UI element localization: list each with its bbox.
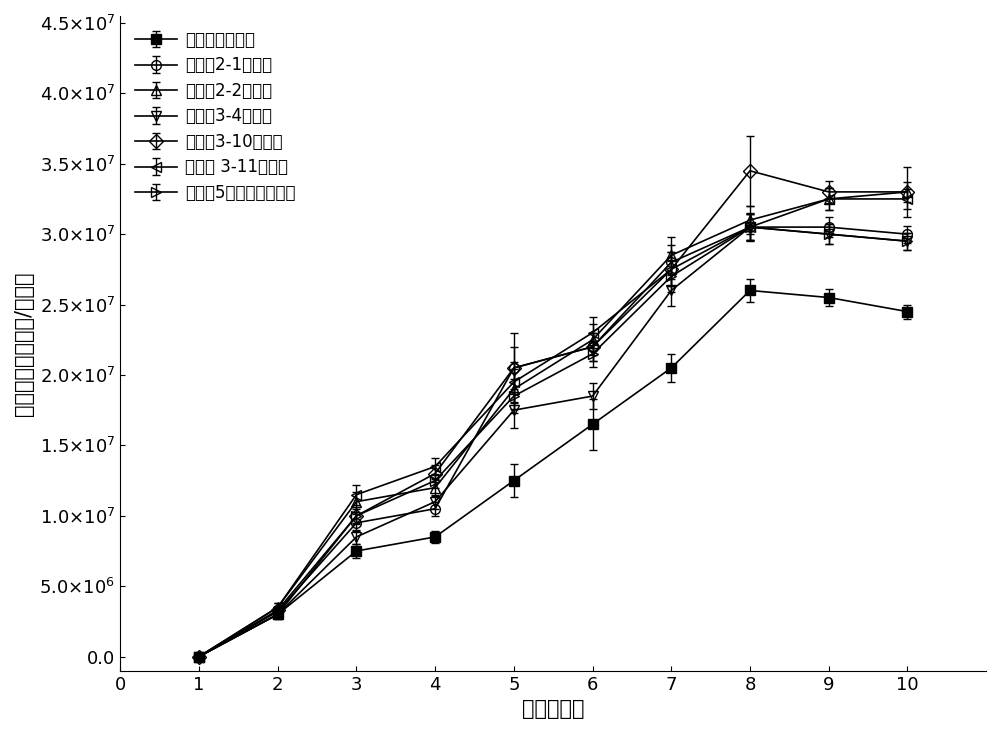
Legend: 对照（纯栊藻）, 栊藻和2-1共培养, 栊藻和2-2共培养, 栊藻和3-4共培养, 栊藻和3-10共培养, 栊藻和 3-11共培养, 栊藻和5种共生菌共培养: 对照（纯栊藻）, 栊藻和2-1共培养, 栊藻和2-2共培养, 栊藻和3-4共培养… <box>129 24 302 208</box>
X-axis label: 时间（天）: 时间（天） <box>522 699 584 719</box>
Y-axis label: 栊藻细胞密度（个/毫升）: 栊藻细胞密度（个/毫升） <box>14 271 34 416</box>
